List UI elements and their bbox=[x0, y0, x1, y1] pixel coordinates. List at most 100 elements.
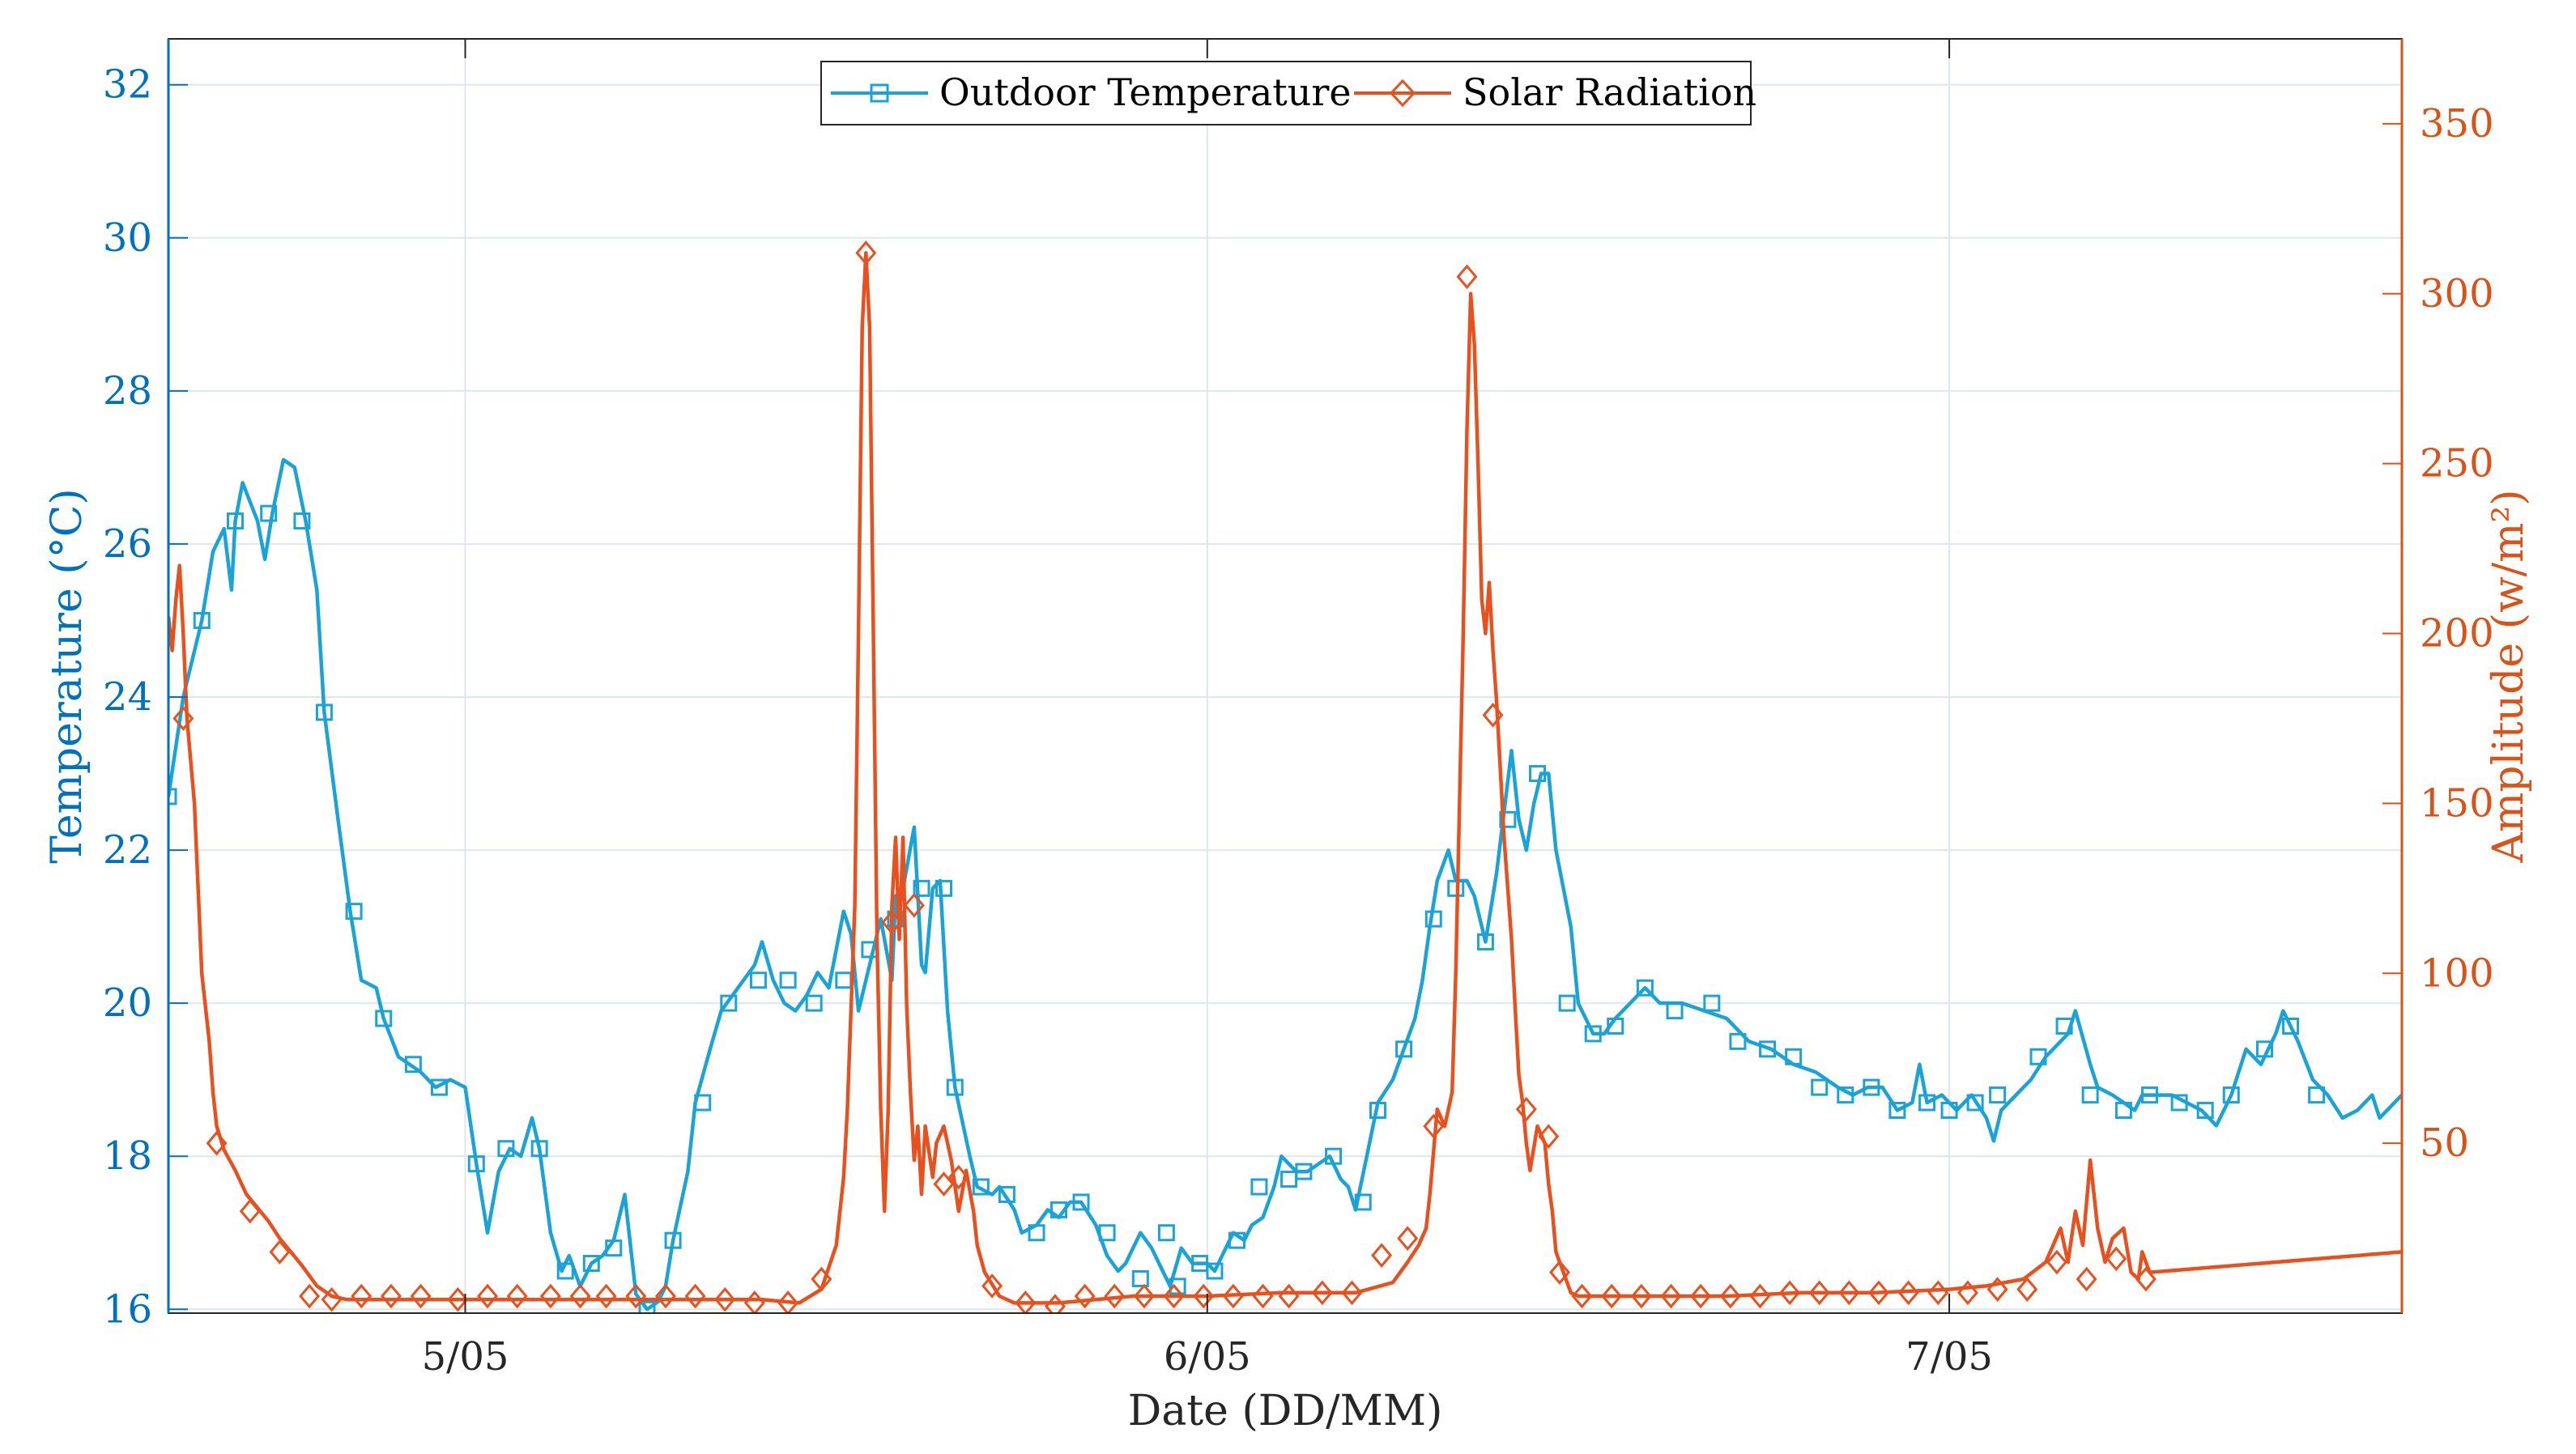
solar-marker-6 bbox=[351, 1283, 373, 1309]
temperature-marker-73 bbox=[2114, 1101, 2132, 1119]
temperature-marker-42 bbox=[1280, 1171, 1298, 1188]
x-tick-label-1: 6/05 bbox=[1164, 1334, 1251, 1380]
axes: 16 18 20 22 24 26 28 30 32 50 100 150 200 250 300 350 5/… bbox=[103, 39, 2494, 1380]
temperature-marker-28 bbox=[946, 1078, 964, 1096]
solar-marker-12 bbox=[539, 1283, 561, 1309]
temperature-marker-59 bbox=[1729, 1032, 1747, 1050]
temperature-marker-54 bbox=[1584, 1025, 1602, 1043]
temperature-marker-71 bbox=[2055, 1017, 2073, 1035]
solar-marker-28 bbox=[1015, 1290, 1037, 1313]
temperature-marker-37 bbox=[1169, 1278, 1186, 1295]
solar-marker-46 bbox=[1538, 1124, 1560, 1150]
solar-marker-29 bbox=[1044, 1294, 1066, 1313]
solar-marker-8 bbox=[410, 1283, 432, 1309]
temperature-marker-52 bbox=[1529, 765, 1547, 783]
solar-marker-65 bbox=[2076, 1266, 2097, 1292]
temperature-marker-36 bbox=[1157, 1224, 1175, 1242]
solar-marker-45 bbox=[1515, 1096, 1537, 1122]
temperature-marker-11 bbox=[497, 1140, 515, 1158]
right-y-tick-label-2: 150 bbox=[2420, 780, 2494, 826]
legend-temperature-swatch-marker bbox=[870, 83, 889, 103]
temperature-marker-29 bbox=[972, 1178, 990, 1196]
temperature-marker-56 bbox=[1636, 979, 1654, 997]
solar-marker-24 bbox=[903, 892, 925, 918]
temperature-marker-6 bbox=[345, 903, 363, 920]
solar-marker-41 bbox=[1397, 1226, 1419, 1251]
temperature-marker-72 bbox=[2081, 1086, 2099, 1104]
temperature-marker-30 bbox=[998, 1185, 1015, 1203]
solar-marker-26 bbox=[947, 1164, 969, 1190]
solar-marker-33 bbox=[1163, 1283, 1185, 1309]
solar-marker-5 bbox=[321, 1286, 343, 1312]
legend: Outdoor Temperature Solar Radiation bbox=[820, 61, 1756, 125]
x-axis-title: Date (DD/MM) bbox=[1128, 1387, 1443, 1435]
right-y-axis-title: Amplitude (w/m²) bbox=[2484, 489, 2533, 863]
temperature-marker-20 bbox=[749, 971, 767, 989]
solar-marker-9 bbox=[447, 1286, 469, 1312]
temperature-marker-22 bbox=[805, 994, 823, 1012]
solar-marker-52 bbox=[1690, 1283, 1712, 1309]
temperature-marker-44 bbox=[1325, 1147, 1343, 1165]
solar-marker-4 bbox=[299, 1283, 321, 1309]
solar-marker-21 bbox=[811, 1266, 832, 1292]
solar-marker-53 bbox=[1719, 1283, 1741, 1309]
left-y-axis-title: Temperature (°C) bbox=[43, 488, 92, 864]
right-y-tick-label-3: 200 bbox=[2420, 611, 2494, 657]
grid-lines bbox=[168, 39, 2402, 1313]
solar-marker-22 bbox=[855, 240, 877, 266]
temperature-marker-51 bbox=[1499, 810, 1517, 828]
solar-marker-37 bbox=[1278, 1283, 1300, 1309]
solar-marker-16 bbox=[654, 1283, 676, 1309]
temperature-marker-76 bbox=[2196, 1101, 2214, 1119]
temperature-marker-26 bbox=[913, 879, 930, 897]
temperature-marker-46 bbox=[1369, 1101, 1387, 1119]
temperature-marker-35 bbox=[1131, 1269, 1149, 1287]
temperature-marker-40 bbox=[1228, 1231, 1245, 1249]
solar-marker-42 bbox=[1423, 1113, 1445, 1139]
temperature-marker-1 bbox=[193, 611, 211, 629]
temperature-marker-47 bbox=[1395, 1040, 1413, 1058]
solar-marker-11 bbox=[506, 1283, 528, 1309]
solar-marker-25 bbox=[933, 1171, 955, 1197]
temperature-marker-14 bbox=[582, 1255, 600, 1273]
solar-marker-47 bbox=[1549, 1260, 1570, 1285]
temperature-marker-62 bbox=[1811, 1078, 1829, 1096]
solar-marker-7 bbox=[380, 1283, 402, 1309]
legend-temperature-label: Outdoor Temperature bbox=[939, 70, 1352, 114]
solar-marker-19 bbox=[743, 1290, 765, 1313]
solar-marker-57 bbox=[1838, 1280, 1860, 1306]
temperature-marker-68 bbox=[1966, 1094, 1984, 1112]
temperature-marker-15 bbox=[605, 1239, 623, 1257]
legend-solar-swatch-marker bbox=[1389, 79, 1416, 108]
temperature-marker-13 bbox=[556, 1262, 574, 1280]
temperature-marker-31 bbox=[1028, 1224, 1045, 1242]
left-y-tick-label-7: 30 bbox=[103, 215, 152, 261]
left-y-tick-label-4: 24 bbox=[103, 674, 152, 720]
solar-marker-48 bbox=[1571, 1283, 1593, 1309]
temperature-marker-74 bbox=[2140, 1086, 2158, 1104]
solar-marker-55 bbox=[1779, 1280, 1801, 1306]
solar-marker-51 bbox=[1660, 1283, 1682, 1309]
solar-marker-0 bbox=[172, 706, 194, 731]
solar-marker-58 bbox=[1868, 1280, 1889, 1306]
solar-marker-60 bbox=[1927, 1280, 1949, 1306]
temperature-marker-80 bbox=[2308, 1086, 2326, 1104]
solar-marker-67 bbox=[2135, 1266, 2157, 1292]
right-y-tick-label-4: 250 bbox=[2420, 441, 2494, 487]
solar-marker-32 bbox=[1133, 1283, 1155, 1309]
temperature-marker-12 bbox=[530, 1140, 548, 1158]
solar-series-line bbox=[168, 251, 2402, 1305]
temperature-marker-3 bbox=[260, 504, 278, 522]
left-y-tick-label-2: 20 bbox=[103, 980, 152, 1026]
legend-box bbox=[820, 61, 1752, 125]
x-tick-label-2: 7/05 bbox=[1905, 1334, 1993, 1380]
solar-marker-1 bbox=[206, 1130, 228, 1156]
solar-marker-56 bbox=[1808, 1280, 1830, 1306]
solar-marker-2 bbox=[239, 1198, 261, 1224]
x-tick-label-0: 5/05 bbox=[422, 1334, 509, 1380]
solar-marker-15 bbox=[625, 1283, 647, 1309]
left-y-tick-label-3: 22 bbox=[103, 827, 152, 873]
temperature-marker-48 bbox=[1424, 910, 1442, 928]
left-y-tick-label-0: 16 bbox=[103, 1286, 152, 1332]
